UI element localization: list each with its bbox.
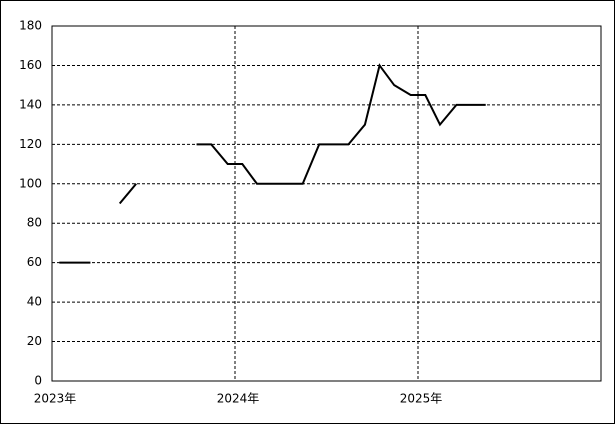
x-tick-label: 2025年 [400, 392, 443, 406]
y-tick-label: 100 [19, 176, 42, 190]
line-series [59, 63, 486, 264]
y-tick-label: 80 [27, 216, 42, 230]
plot-area [51, 25, 602, 382]
x-tick-label: 2023年 [34, 392, 77, 406]
y-tick-label: 60 [27, 255, 42, 269]
y-tick-label: 0 [34, 374, 42, 388]
y-tick-label: 140 [19, 97, 42, 111]
y-tick-label: 180 [19, 19, 42, 33]
y-tick-label: 160 [19, 58, 42, 72]
y-tick-label: 120 [19, 137, 42, 151]
y-tick-label: 40 [27, 295, 42, 309]
x-tick-label: 2024年 [217, 392, 260, 406]
y-tick-label: 20 [27, 334, 42, 348]
